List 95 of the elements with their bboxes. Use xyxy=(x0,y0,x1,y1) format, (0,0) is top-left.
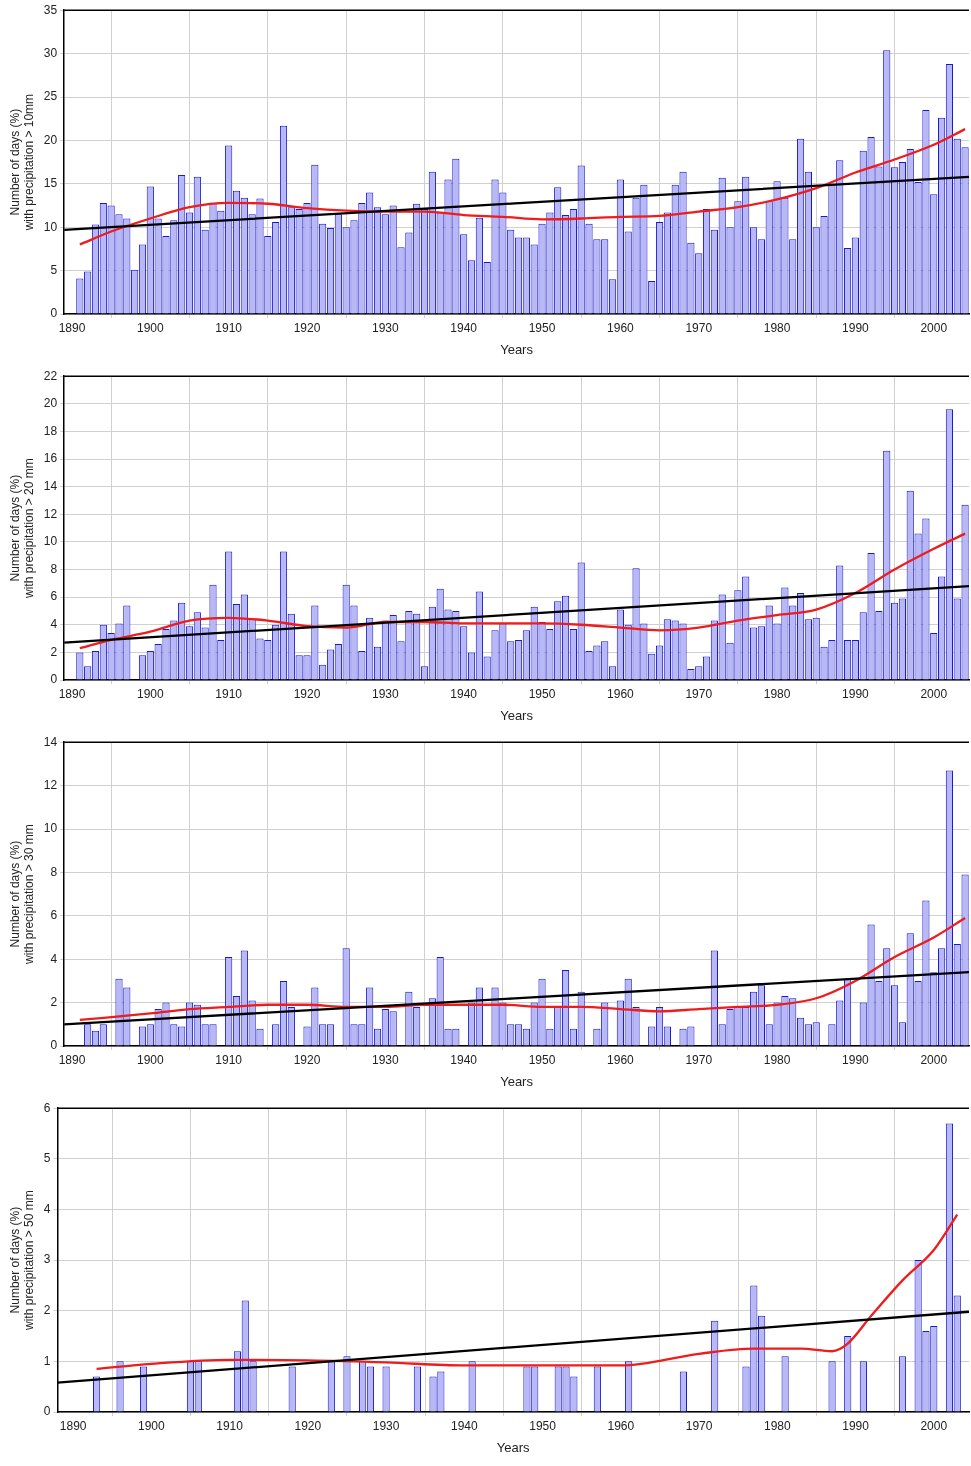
y-tick-label: 0 xyxy=(50,1038,58,1053)
x-tick-label: 1930 xyxy=(372,320,400,335)
y-tick-label: 20 xyxy=(43,132,58,147)
x-tick-label: 1970 xyxy=(685,1418,713,1433)
y-tick-label: 18 xyxy=(43,423,58,438)
x-tick-label: 1910 xyxy=(215,320,243,335)
y-tick-label: 6 xyxy=(43,1100,51,1115)
y-tick-label: 0 xyxy=(50,306,58,321)
x-tick-label: 1940 xyxy=(450,1418,479,1433)
x-axis-title: Years xyxy=(500,1073,534,1089)
x-tick-label: 1890 xyxy=(58,1052,86,1067)
x-tick-label: 1930 xyxy=(372,686,400,701)
x-tick-label: 1910 xyxy=(215,686,243,701)
line-series xyxy=(78,916,967,1022)
y-tick-label: 4 xyxy=(43,1201,51,1216)
x-tick-label: 1960 xyxy=(607,1418,635,1433)
y-tick-label: 2 xyxy=(50,644,58,659)
x-tick-label: 1930 xyxy=(372,1052,400,1067)
x-tick-label: 2000 xyxy=(920,320,948,335)
x-tick-label: 1980 xyxy=(763,686,791,701)
y-tick-label: 6 xyxy=(50,589,58,604)
x-tick-label: 1910 xyxy=(216,1418,244,1433)
x-tick-label: 1970 xyxy=(685,320,713,335)
x-tick-label: 1990 xyxy=(842,1418,870,1433)
x-tick-label: 1920 xyxy=(293,320,321,335)
y-tick-label: 22 xyxy=(43,368,58,383)
x-tick-label: 1950 xyxy=(528,686,556,701)
y-tick-label: 10 xyxy=(43,219,58,234)
line-series xyxy=(78,532,967,650)
x-tick-label: 2000 xyxy=(920,686,948,701)
y-tick-label: 12 xyxy=(43,506,58,521)
x-tick-label: 1950 xyxy=(528,1052,556,1067)
x-tick-label: 1980 xyxy=(763,1052,791,1067)
y-tick-label: 2 xyxy=(50,994,58,1009)
x-tick-label: 1920 xyxy=(293,1052,321,1067)
x-tick-label: 1970 xyxy=(685,1052,713,1067)
y-tick-label: 14 xyxy=(43,734,58,749)
y-tick-label: 8 xyxy=(50,864,58,879)
y-tick-label: 12 xyxy=(43,777,58,792)
x-tick-label: 2000 xyxy=(920,1052,948,1067)
y-tick-label: 0 xyxy=(43,1404,51,1419)
x-axis-title: Years xyxy=(500,707,534,723)
x-axis-title: Years xyxy=(496,1439,531,1455)
y-tick-label: 15 xyxy=(43,176,58,191)
x-tick-label: 1920 xyxy=(294,1418,322,1433)
y-tick-label: 4 xyxy=(50,617,58,632)
y-tick-label: 2 xyxy=(43,1303,51,1318)
y-axis-title: Number of days (%) with precipitation > 50 mm xyxy=(7,1190,36,1331)
y-axis-title: Number of days (%) with precipitation > 20 mm xyxy=(7,458,36,599)
x-tick-label: 1900 xyxy=(138,1418,166,1433)
y-tick-label: 0 xyxy=(50,672,58,687)
x-tick-label: 1890 xyxy=(58,686,86,701)
x-tick-label: 1890 xyxy=(59,1418,87,1433)
y-tick-label: 8 xyxy=(50,561,58,576)
x-tick-label: 1940 xyxy=(450,1052,478,1067)
x-axis-title: Years xyxy=(500,341,534,357)
x-tick-label: 1980 xyxy=(763,1418,791,1433)
x-tick-label: 1950 xyxy=(528,320,556,335)
x-tick-label: 2000 xyxy=(920,1418,948,1433)
x-tick-label: 1920 xyxy=(293,686,321,701)
x-tick-label: 1990 xyxy=(842,686,870,701)
y-tick-label: 20 xyxy=(43,396,58,411)
y-tick-label: 6 xyxy=(50,908,58,923)
x-tick-label: 1930 xyxy=(372,1418,400,1433)
x-tick-label: 1890 xyxy=(58,320,86,335)
x-tick-label: 1990 xyxy=(842,1052,870,1067)
y-tick-label: 1 xyxy=(43,1353,51,1368)
y-tick-label: 14 xyxy=(43,478,58,493)
x-tick-label: 1940 xyxy=(450,320,478,335)
x-tick-label: 1960 xyxy=(607,1052,635,1067)
x-tick-label: 1970 xyxy=(685,686,713,701)
y-tick-label: 10 xyxy=(43,821,58,836)
x-tick-label: 1910 xyxy=(215,1052,243,1067)
y-tick-label: 5 xyxy=(50,262,58,277)
x-tick-label: 1900 xyxy=(136,320,164,335)
x-tick-label: 1900 xyxy=(136,1052,164,1067)
line-series xyxy=(95,1213,959,1371)
y-tick-label: 10 xyxy=(43,534,58,549)
y-axis-title: Number of days (%) with precipitation > 30 mm xyxy=(7,824,36,965)
y-tick-label: 30 xyxy=(43,45,58,60)
x-tick-label: 1940 xyxy=(450,686,478,701)
line-series xyxy=(78,127,967,246)
y-tick-label: 3 xyxy=(43,1252,51,1267)
y-tick-label: 16 xyxy=(43,451,58,466)
y-axis-title: Number of days (%) with precipitation > 10mm xyxy=(7,93,36,232)
y-tick-label: 35 xyxy=(43,2,58,17)
y-tick-label: 25 xyxy=(43,89,58,104)
x-tick-label: 1960 xyxy=(607,320,635,335)
x-tick-label: 1960 xyxy=(607,686,635,701)
x-tick-label: 1980 xyxy=(763,320,791,335)
x-tick-label: 1900 xyxy=(136,686,164,701)
y-tick-label: 4 xyxy=(50,951,58,966)
y-tick-label: 5 xyxy=(43,1151,51,1166)
x-tick-label: 1990 xyxy=(842,320,870,335)
x-tick-label: 1950 xyxy=(529,1418,557,1433)
